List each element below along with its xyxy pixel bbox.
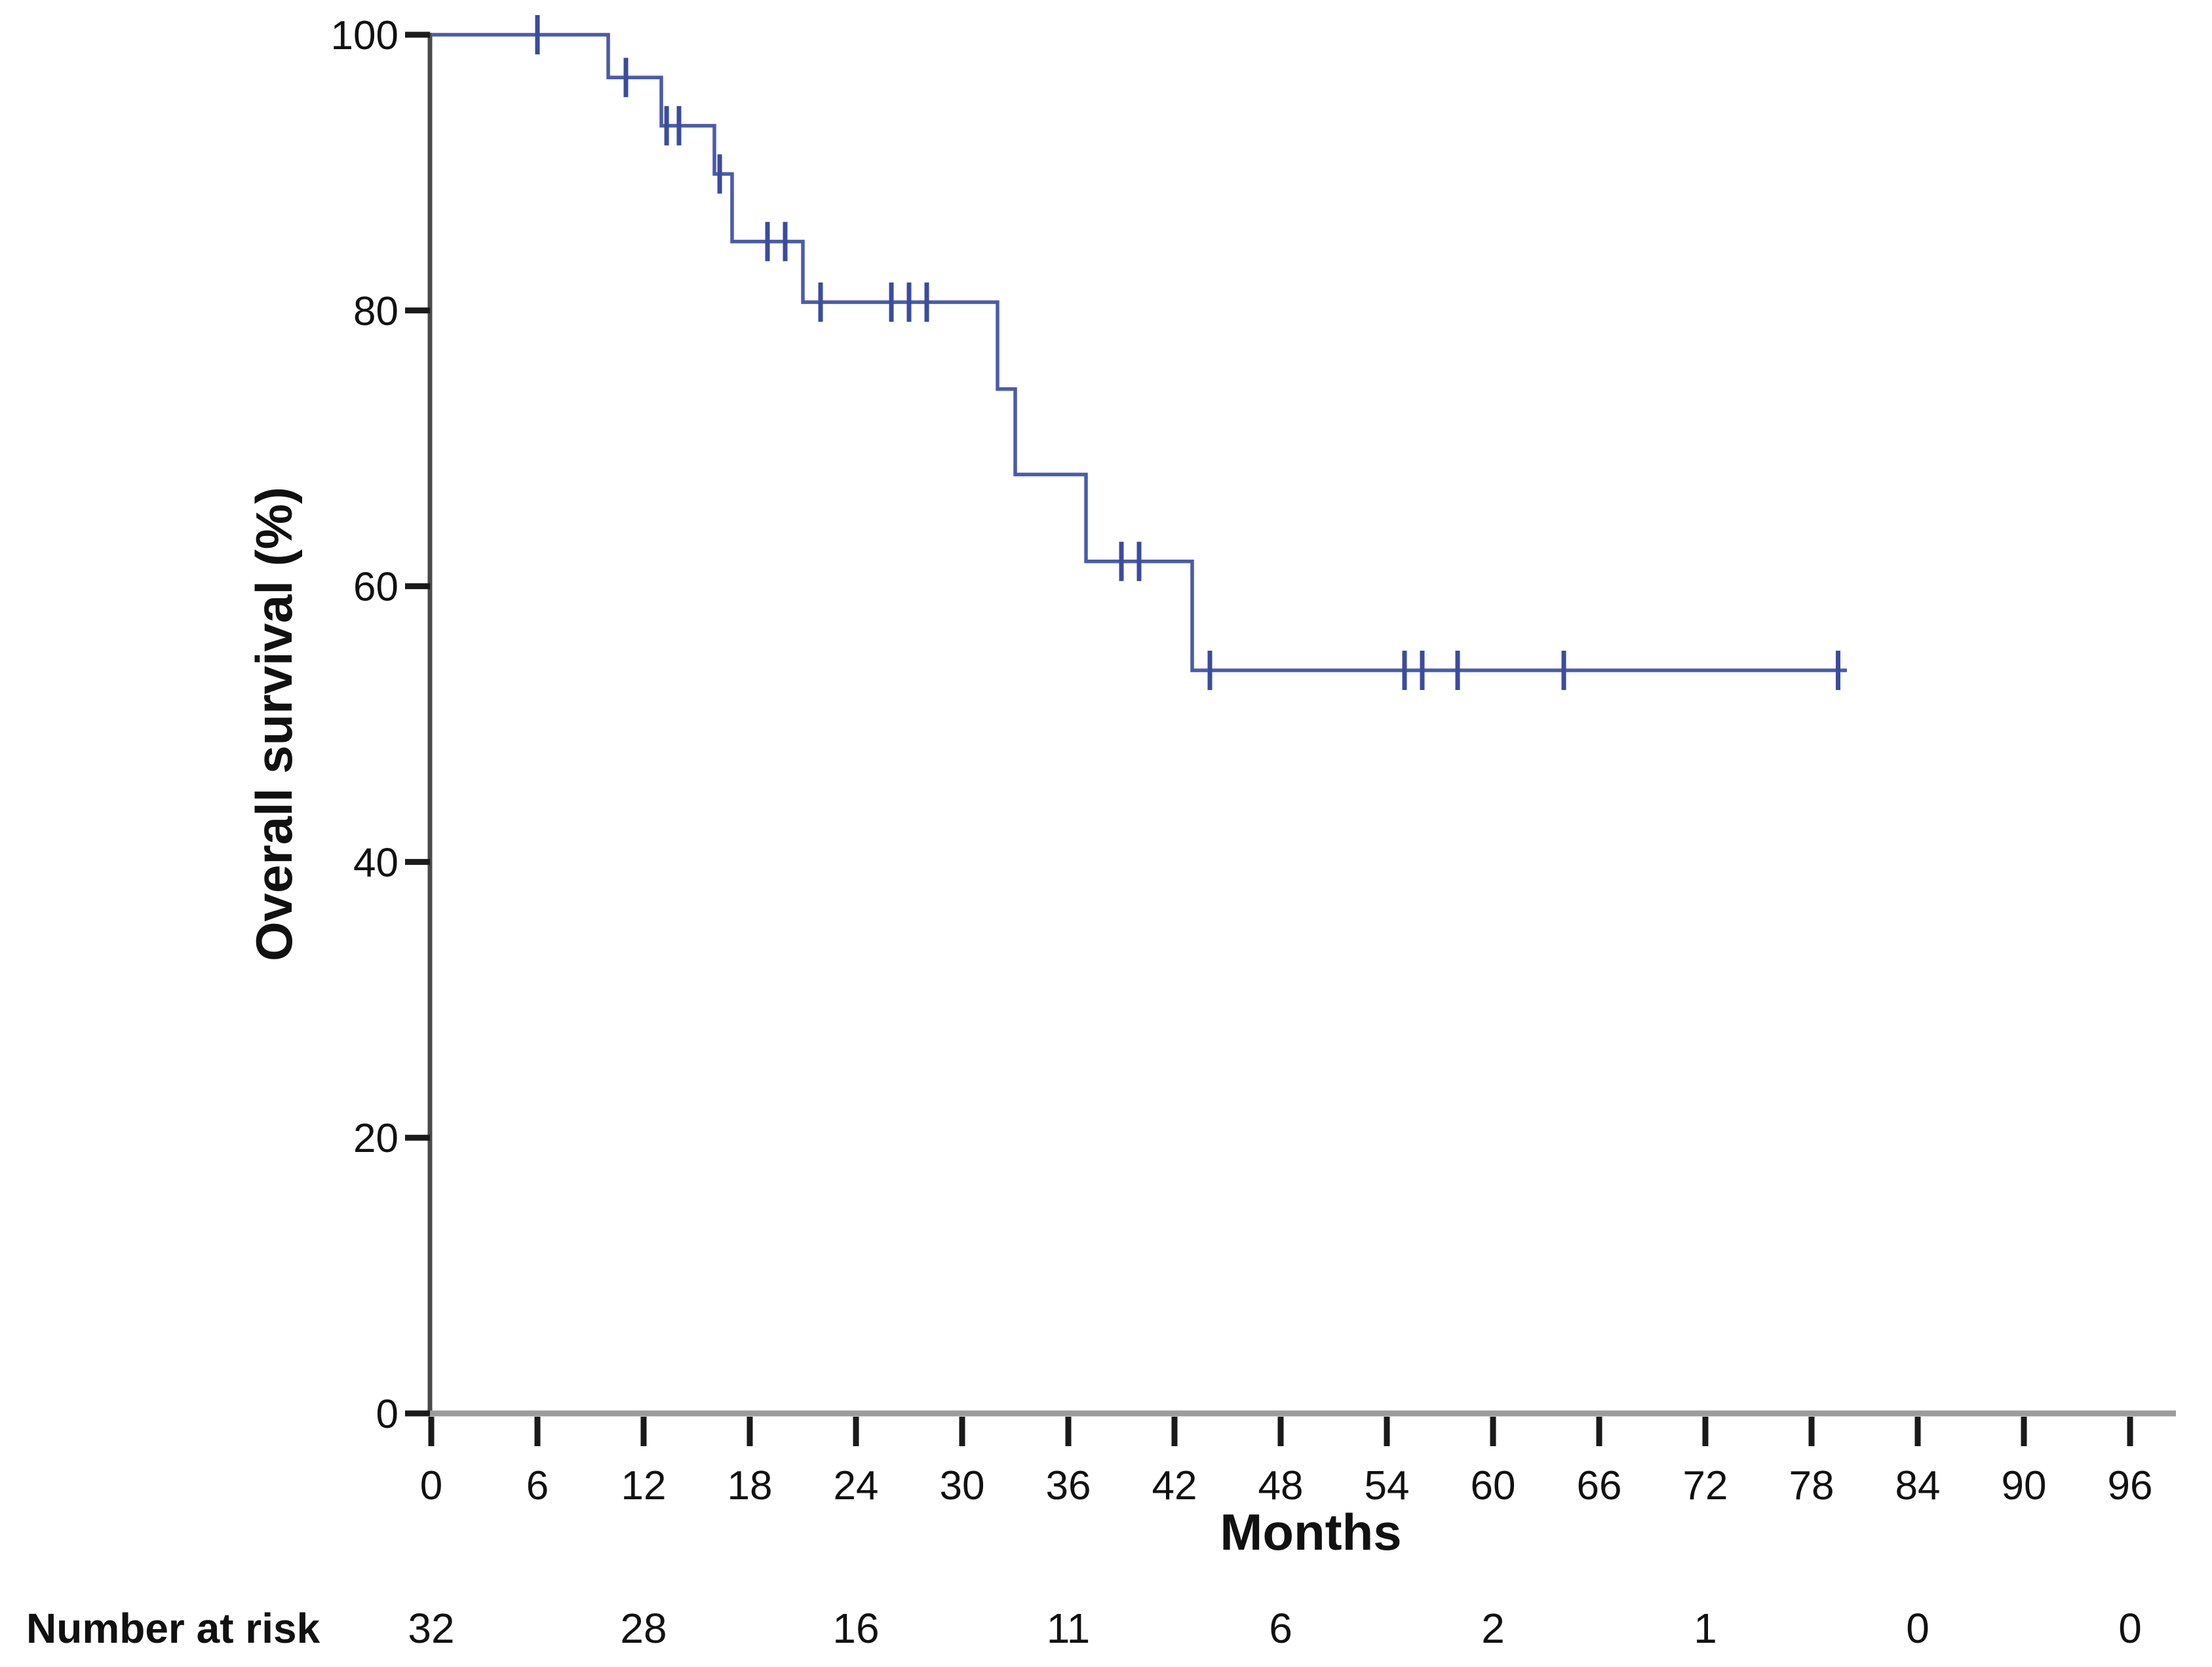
y-tick-label: 60 [353,565,398,610]
axes [427,33,2176,1417]
risk-value: 0 [1906,1605,1930,1652]
x-tick-label: 66 [1577,1463,1622,1508]
x-tick-label: 42 [1152,1463,1197,1508]
risk-value: 11 [1047,1605,1090,1652]
x-tick-label: 30 [940,1463,985,1508]
x-tick-label: 78 [1789,1463,1834,1508]
censor-marks [535,15,1840,690]
risk-value: 32 [408,1605,454,1652]
km-curve [431,33,1847,672]
risk-value: 6 [1269,1605,1292,1652]
y-tick-label: 20 [353,1116,398,1161]
x-tick-label: 0 [420,1463,442,1508]
x-tick-label: 60 [1471,1463,1516,1508]
y-axis-title: Overall survival (%) [245,487,303,961]
number-at-risk-values: 32 28 16 11 6 2 1 0 0 [408,1605,2141,1652]
x-axis-title: Months [1220,1503,1401,1561]
survival-step-line [431,33,1847,672]
y-tick-label: 0 [376,1392,398,1437]
risk-value: 16 [832,1605,879,1652]
x-axis-ticks: 0 6 12 18 24 30 36 42 48 54 60 66 72 78 84 90 96 [420,1417,2153,1508]
y-axis-ticks: 0 20 40 60 80 100 [331,13,430,1437]
risk-value: 2 [1481,1605,1505,1652]
y-tick-label: 80 [353,289,398,334]
x-tick-label: 84 [1895,1463,1941,1508]
x-tick-label: 6 [526,1463,549,1508]
x-tick-label: 54 [1365,1463,1410,1508]
number-at-risk-row: Number at risk 32 28 16 11 6 2 1 0 0 [26,1605,2142,1652]
number-at-risk-label: Number at risk [26,1605,320,1652]
x-tick-label: 96 [2108,1463,2153,1508]
risk-value: 28 [620,1605,667,1652]
x-tick-label: 72 [1683,1463,1728,1508]
y-tick-label: 40 [353,840,398,885]
x-tick-label: 12 [621,1463,667,1508]
x-tick-label: 90 [2002,1463,2047,1508]
risk-value: 1 [1694,1605,1717,1652]
x-tick-label: 18 [728,1463,773,1508]
x-tick-label: 36 [1046,1463,1091,1508]
x-tick-label: 48 [1258,1463,1304,1508]
y-tick-label: 100 [331,13,398,58]
x-tick-label: 24 [834,1463,879,1508]
risk-value: 0 [2118,1605,2142,1652]
